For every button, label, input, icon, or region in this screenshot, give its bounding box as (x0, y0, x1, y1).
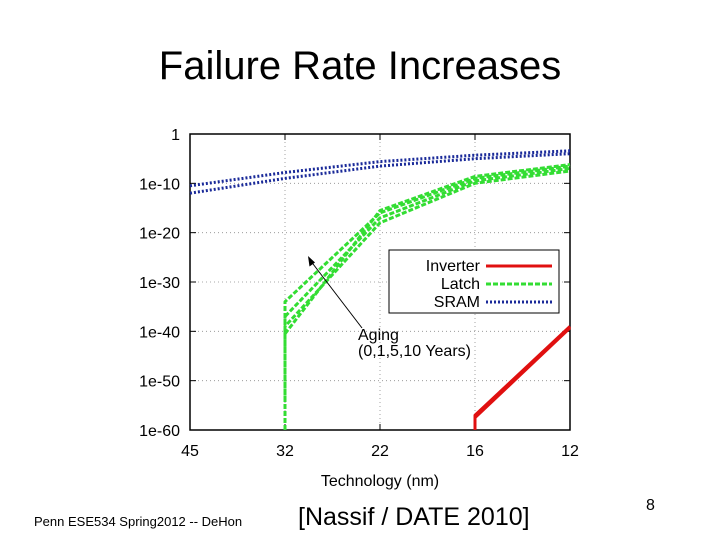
x-tick-label: 45 (181, 443, 199, 460)
citation: [Nassif / DATE 2010] (298, 503, 530, 531)
x-tick-label: 12 (561, 443, 579, 460)
series-latch-line-4 (283, 163, 571, 335)
series-inverter-line-2 (473, 326, 572, 419)
series-latch-line-3 (283, 169, 571, 352)
aging-arrow-line (309, 259, 363, 329)
x-tick-label: 16 (466, 443, 484, 460)
legend-label-inverter: Inverter (426, 258, 481, 275)
footer-course-label: Penn ESE534 Spring2012 -- DeHon (34, 514, 243, 529)
y-tick-label: 1e-60 (139, 423, 180, 440)
y-tick-label: 1 (171, 127, 180, 144)
series-latch-line-2 (283, 167, 571, 401)
x-axis-label: Technology (nm) (321, 473, 439, 490)
aging-years-label: (0,1,5,10 Years) (358, 343, 471, 360)
page-number: 8 (646, 497, 655, 514)
slide-title: Failure Rate Increases (158, 44, 562, 88)
legend: Inverter Latch SRAM (388, 249, 560, 314)
y-tick-label: 1e-20 (139, 226, 180, 243)
legend-label-sram: SRAM (434, 294, 480, 311)
y-tick-label: 1e-30 (139, 275, 180, 292)
aging-annotation: Aging (0,1,5,10 Years) (308, 256, 471, 360)
x-tick-label: 32 (276, 443, 294, 460)
series-sram-line-2 (189, 152, 571, 195)
aging-arrow-head (308, 256, 315, 267)
aging-label: Aging (358, 327, 399, 344)
x-tick-label: 22 (371, 443, 389, 460)
y-tick-label: 1e-10 (139, 176, 180, 193)
legend-label-latch: Latch (441, 276, 480, 293)
y-tick-label: 1e-50 (139, 374, 180, 391)
series-latch-line-1 (283, 164, 571, 430)
y-tick-label: 1e-40 (139, 324, 180, 341)
